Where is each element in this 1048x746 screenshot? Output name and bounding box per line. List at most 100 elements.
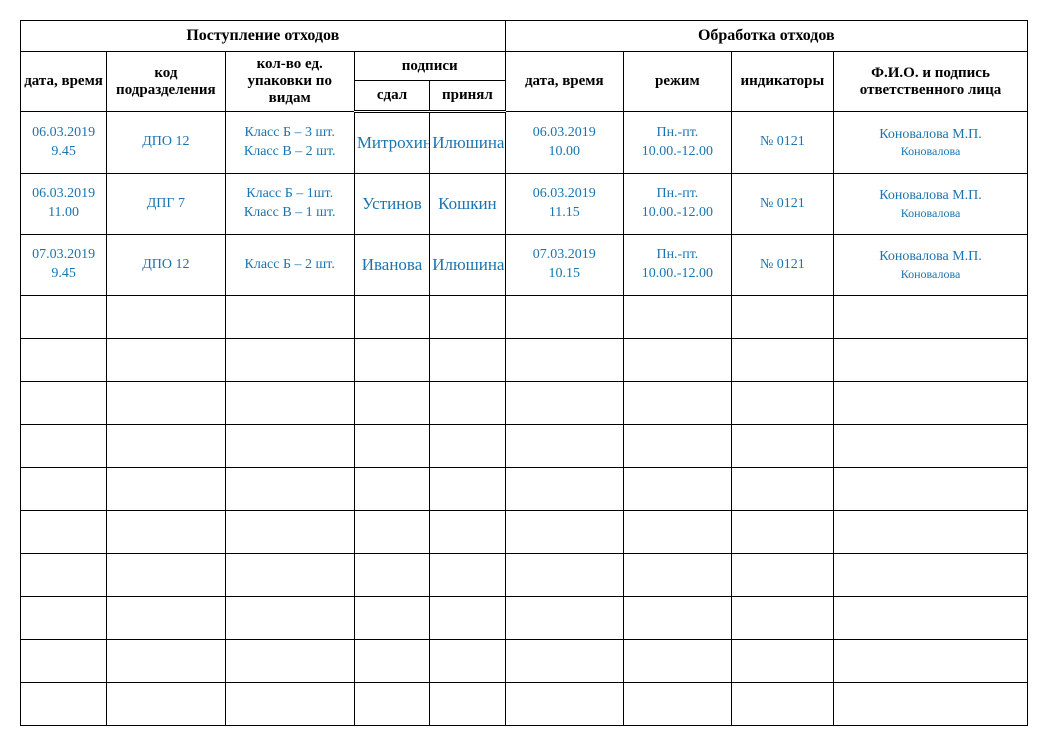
table-cell-empty xyxy=(505,296,623,339)
table-cell-empty xyxy=(731,382,833,425)
table-cell-empty xyxy=(731,339,833,382)
table-cell-empty xyxy=(731,683,833,726)
table-cell-empty xyxy=(731,468,833,511)
table-cell-empty xyxy=(834,425,1028,468)
table-cell-empty xyxy=(430,683,505,726)
col-proc-date: дата, время xyxy=(505,52,623,112)
table-cell-empty xyxy=(505,425,623,468)
table-cell-empty xyxy=(430,511,505,554)
table-cell-empty xyxy=(107,468,225,511)
col-signatures: подписи xyxy=(354,52,505,81)
section-header-intake: Поступление отходов xyxy=(21,21,506,52)
table-cell-empty xyxy=(834,382,1028,425)
table-cell-empty xyxy=(834,554,1028,597)
table-cell-empty xyxy=(624,382,732,425)
table-cell: Коновалова М.П.Коновалова xyxy=(834,112,1028,174)
table-row: 06.03.20199.45ДПО 12Класс Б – 3 шт.Класс… xyxy=(21,112,1028,174)
table-cell-empty xyxy=(430,597,505,640)
table-cell-empty xyxy=(354,597,429,640)
table-cell: 07.03.20199.45 xyxy=(21,235,107,296)
table-cell-empty xyxy=(107,683,225,726)
table-cell-empty xyxy=(834,468,1028,511)
table-cell-empty xyxy=(21,468,107,511)
table-cell-empty xyxy=(21,554,107,597)
table-cell-empty xyxy=(107,597,225,640)
table-cell-empty xyxy=(505,511,623,554)
table-cell-empty xyxy=(624,468,732,511)
table-cell-empty xyxy=(107,382,225,425)
table-cell: 06.03.201911.00 xyxy=(21,174,107,235)
table-cell-empty xyxy=(21,382,107,425)
table-cell: 06.03.20199.45 xyxy=(21,112,107,174)
table-cell-empty xyxy=(624,296,732,339)
table-cell: № 0121 xyxy=(731,174,833,235)
table-row-empty xyxy=(21,597,1028,640)
table-cell-empty xyxy=(505,382,623,425)
col-dept-code: код подразделения xyxy=(107,52,225,112)
table-cell-empty xyxy=(430,425,505,468)
table-cell-empty xyxy=(624,554,732,597)
table-cell-empty xyxy=(624,683,732,726)
table-cell: ДПО 12 xyxy=(107,235,225,296)
table-cell: № 0121 xyxy=(731,112,833,174)
table-cell-empty xyxy=(430,296,505,339)
table-cell: № 0121 xyxy=(731,235,833,296)
table-cell-empty xyxy=(21,597,107,640)
table-body: 06.03.20199.45ДПО 12Класс Б – 3 шт.Класс… xyxy=(21,112,1028,726)
table-cell-empty xyxy=(834,597,1028,640)
table-cell: Митрохин xyxy=(354,112,429,174)
table-row-empty xyxy=(21,554,1028,597)
col-sdal: сдал xyxy=(354,81,429,112)
table-cell-empty xyxy=(21,511,107,554)
table-cell-empty xyxy=(354,554,429,597)
table-row-empty xyxy=(21,511,1028,554)
table-cell-empty xyxy=(430,640,505,683)
table-cell-empty xyxy=(354,683,429,726)
table-cell: 06.03.201911.15 xyxy=(505,174,623,235)
table-cell-empty xyxy=(225,339,354,382)
table-cell-empty xyxy=(225,296,354,339)
table-cell: Пн.-пт.10.00.-12.00 xyxy=(624,174,732,235)
table-cell-empty xyxy=(505,640,623,683)
table-cell-empty xyxy=(430,339,505,382)
table-cell-empty xyxy=(624,597,732,640)
table-cell-empty xyxy=(834,339,1028,382)
table-cell-empty xyxy=(834,296,1028,339)
table-cell-empty xyxy=(21,425,107,468)
table-cell-empty xyxy=(225,640,354,683)
table-cell-empty xyxy=(505,554,623,597)
col-mode: режим xyxy=(624,52,732,112)
table-row: 07.03.20199.45ДПО 12Класс Б – 2 шт.Ивано… xyxy=(21,235,1028,296)
table-cell-empty xyxy=(225,425,354,468)
table-cell-empty xyxy=(834,640,1028,683)
table-cell-empty xyxy=(107,640,225,683)
table-cell-empty xyxy=(21,296,107,339)
table-cell-empty xyxy=(731,425,833,468)
table-row-empty xyxy=(21,296,1028,339)
col-pack-qty: кол-во ед. упаковки по видам xyxy=(225,52,354,112)
table-row-empty xyxy=(21,683,1028,726)
table-row-empty xyxy=(21,640,1028,683)
table-cell-empty xyxy=(731,597,833,640)
table-row-empty xyxy=(21,382,1028,425)
table-cell-empty xyxy=(354,339,429,382)
table-cell-empty xyxy=(354,296,429,339)
table-cell-empty xyxy=(107,425,225,468)
table-cell-empty xyxy=(624,339,732,382)
table-cell: 06.03.201910.00 xyxy=(505,112,623,174)
table-cell-empty xyxy=(731,554,833,597)
table-cell-empty xyxy=(21,683,107,726)
table-cell: Кошкин xyxy=(430,174,505,235)
table-cell-empty xyxy=(731,640,833,683)
table-cell: Илюшина xyxy=(430,112,505,174)
table-cell-empty xyxy=(354,511,429,554)
table-cell: Класс Б – 1шт.Класс В – 1 шт. xyxy=(225,174,354,235)
col-date-time: дата, время xyxy=(21,52,107,112)
table-cell-empty xyxy=(107,554,225,597)
table-cell-empty xyxy=(225,382,354,425)
table-cell: Иванова xyxy=(354,235,429,296)
table-cell-empty xyxy=(107,296,225,339)
table-cell: Коновалова М.П.Коновалова xyxy=(834,235,1028,296)
table-cell-empty xyxy=(505,597,623,640)
table-cell-empty xyxy=(624,511,732,554)
